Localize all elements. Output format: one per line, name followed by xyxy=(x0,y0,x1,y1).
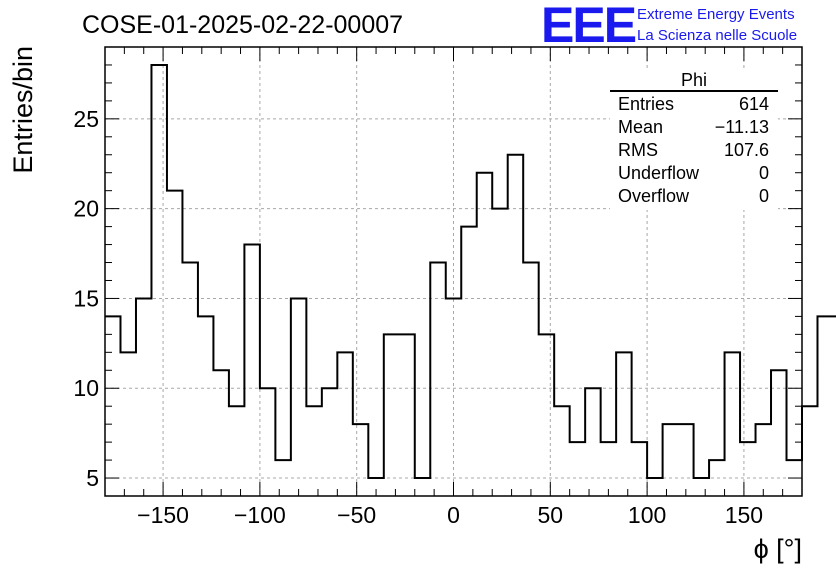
histogram-bin xyxy=(678,424,693,496)
stats-label: Entries xyxy=(618,94,674,114)
chart-title: COSE-01-2025-02-22-00007 xyxy=(82,11,403,39)
histogram-bin xyxy=(523,263,538,496)
stats-label: Overflow xyxy=(618,186,690,206)
eee-logo: EEE Extreme Energy Events La Scienza nel… xyxy=(541,0,797,53)
histogram-bin xyxy=(461,227,476,496)
x-tick-label: 0 xyxy=(447,502,460,528)
histogram-bin xyxy=(446,298,461,496)
stats-title: Phi xyxy=(681,70,707,90)
histogram-bin xyxy=(399,334,414,496)
histogram-bin xyxy=(554,406,569,496)
stats-value: 614 xyxy=(739,94,769,114)
histogram-bin xyxy=(198,316,213,496)
histogram-bin xyxy=(182,263,197,496)
histogram-bin xyxy=(725,352,740,496)
stats-label: RMS xyxy=(618,140,658,160)
histogram-bin xyxy=(337,352,352,496)
x-tick-label: −150 xyxy=(137,502,189,528)
histogram-bin xyxy=(756,424,771,496)
histogram-bin xyxy=(244,245,259,496)
histogram-bin xyxy=(275,460,290,496)
histogram-bin xyxy=(616,352,631,496)
histogram-layer xyxy=(105,63,836,496)
x-axis-label: ϕ [°] xyxy=(754,534,802,564)
stats-label: Underflow xyxy=(618,163,700,183)
histogram-bin xyxy=(229,406,244,496)
x-tick-label: 150 xyxy=(725,502,763,528)
y-tick-label: 15 xyxy=(73,285,99,311)
x-tick-label: 50 xyxy=(538,502,564,528)
histogram-bin xyxy=(415,478,430,496)
histogram-outline xyxy=(105,63,836,480)
histogram-bin xyxy=(694,478,709,496)
stats-rows: Entries 614 Mean −11.13 RMS 107.6 Underflow 0 Ov… xyxy=(618,94,769,206)
stats-box: Phi Entries 614 Mean −11.13 RMS 107.6 Underflo… xyxy=(610,70,778,210)
histogram-bin xyxy=(740,442,755,496)
histogram-bin xyxy=(213,370,228,496)
histogram-bin xyxy=(647,478,662,496)
histogram-bin xyxy=(539,334,554,496)
histogram-bin xyxy=(136,298,151,496)
y-tick-label: 25 xyxy=(73,106,99,132)
histogram-bin xyxy=(632,442,647,496)
histogram-bin xyxy=(601,442,616,496)
y-tick-label: 20 xyxy=(73,196,99,222)
histogram-bin xyxy=(120,352,135,496)
y-tick-label: 10 xyxy=(73,375,99,401)
x-tick-label: −50 xyxy=(337,502,376,528)
histogram-bin xyxy=(802,406,817,496)
histogram-bin xyxy=(260,388,275,496)
histogram-bin xyxy=(291,298,306,496)
histogram-bin xyxy=(771,370,786,496)
histogram-bin xyxy=(508,155,523,496)
histogram-bin xyxy=(492,209,507,496)
histogram-bin xyxy=(477,173,492,496)
histogram-bin xyxy=(709,460,724,496)
histogram-bin xyxy=(353,424,368,496)
histogram-bin xyxy=(384,334,399,496)
stats-label: Mean xyxy=(618,117,663,137)
stats-value: −11.13 xyxy=(715,117,769,137)
stats-box-background xyxy=(610,70,778,210)
axes-layer: −150 −100 −50 0 50 100 150 5 10 15 20 25 xyxy=(73,46,803,528)
logo-mark: EEE xyxy=(541,0,636,53)
histogram-bin xyxy=(167,191,182,496)
y-axis-label: Entries/bin xyxy=(8,46,38,174)
histogram-bin xyxy=(322,388,337,496)
y-tick-label: 5 xyxy=(86,465,99,491)
histogram-bin xyxy=(151,65,166,496)
histogram-bin xyxy=(430,263,445,496)
logo-line-2: La Scienza nelle Scuole xyxy=(637,27,797,44)
stats-value: 0 xyxy=(759,163,769,183)
histogram-bin xyxy=(817,316,832,496)
logo-line-1: Extreme Energy Events xyxy=(637,6,795,23)
x-tick-label: 100 xyxy=(628,502,666,528)
stats-value: 0 xyxy=(759,186,769,206)
histogram-bin xyxy=(306,406,321,496)
histogram-bin xyxy=(585,388,600,496)
x-tick-label: −100 xyxy=(234,502,286,528)
histogram-bin xyxy=(663,424,678,496)
stats-value: 107.6 xyxy=(724,140,769,160)
histogram-bin xyxy=(570,442,585,496)
